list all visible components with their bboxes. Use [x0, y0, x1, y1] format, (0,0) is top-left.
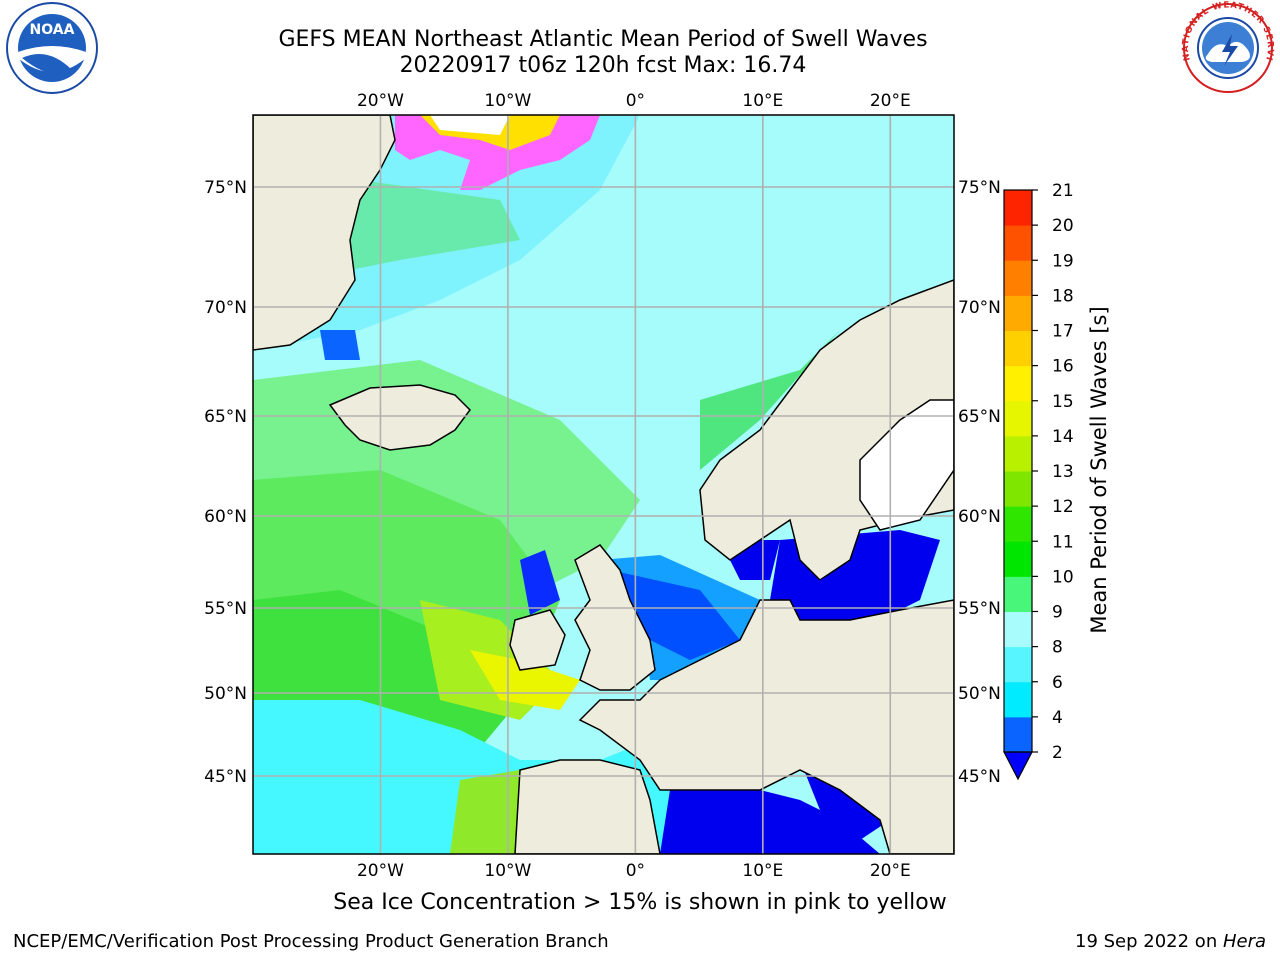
colorbar-segment — [1004, 471, 1032, 507]
colorbar-tick-label: 14 — [1052, 427, 1074, 447]
colorbar-tick-label: 10 — [1052, 567, 1074, 587]
colorbar-segment — [1004, 400, 1032, 437]
noaa-logo-icon: NOAA — [6, 2, 98, 94]
colorbar-tick-label: 11 — [1052, 532, 1074, 552]
lat-label-left: 70°N — [204, 298, 247, 318]
colorbar-segment — [1004, 435, 1032, 472]
footer-credit: NCEP/EMC/Verification Post Processing Pr… — [13, 931, 609, 952]
colorbar-segment — [1004, 295, 1032, 331]
colorbar-segment — [1004, 716, 1032, 753]
colorbar-tick-label: 9 — [1052, 603, 1063, 623]
lat-label-right: 50°N — [958, 684, 1001, 704]
lat-label-right: 45°N — [958, 767, 1001, 787]
nws-logo-icon: NATIONAL WEATHER SERVICE — [1181, 0, 1274, 94]
lon-label-bottom: 0° — [626, 861, 645, 881]
map-frame — [252, 114, 955, 855]
colorbar-tick-label: 20 — [1052, 216, 1074, 236]
graticule — [253, 115, 954, 854]
colorbar-segment — [1004, 330, 1032, 367]
colorbar-segment — [1004, 611, 1032, 648]
colorbar-segment — [1004, 576, 1032, 612]
lat-label-right: 60°N — [958, 507, 1001, 527]
map-subtitle: 20220917 t06z 120h fcst Max: 16.74 — [399, 53, 807, 78]
colorbar-label: Mean Period of Swell Waves [s] — [1087, 306, 1111, 633]
lon-label-top: 20°E — [870, 91, 911, 111]
colorbar: 2 4 6 8 9 10 11 12 13 14 15 16 17 18 19 20 21 — [1003, 181, 1074, 781]
colorbar-segment — [1004, 190, 1032, 226]
colorbar-segment — [1004, 365, 1032, 402]
lat-label-left: 50°N — [204, 684, 247, 704]
lon-label-top: 20°W — [357, 91, 404, 111]
swell-period-field — [253, 115, 954, 854]
lat-label-left: 65°N — [204, 407, 247, 427]
footer-date-text: 19 Sep 2022 on — [1075, 931, 1223, 952]
colorbar-tick-label: 8 — [1052, 638, 1063, 658]
colorbar-segment — [1004, 541, 1032, 577]
colorbar-tick-label: 21 — [1052, 181, 1074, 201]
colorbar-tick-label: 6 — [1052, 673, 1063, 693]
footer-date: 19 Sep 2022 on Hera — [1075, 931, 1266, 952]
lat-label-right: 70°N — [958, 298, 1001, 318]
colorbar-tick-label: 19 — [1052, 251, 1074, 271]
lon-label-bottom: 20°E — [870, 861, 911, 881]
lon-label-bottom: 10°E — [742, 861, 783, 881]
lat-label-left: 75°N — [204, 178, 247, 198]
lon-label-bottom: 20°W — [357, 861, 404, 881]
colorbar-tick-label: 15 — [1052, 392, 1074, 412]
lat-label-right: 75°N — [958, 178, 1001, 198]
colorbar-tick-label: 17 — [1052, 322, 1074, 342]
lon-label-bottom: 10°W — [484, 861, 531, 881]
colorbar-segment — [1004, 681, 1032, 718]
colorbar-tick-label: 18 — [1052, 286, 1074, 306]
footer-host: Hera — [1222, 931, 1266, 952]
colorbar-segment — [1004, 506, 1032, 542]
colorbar-segment — [1004, 225, 1032, 261]
lat-label-right: 55°N — [958, 599, 1001, 619]
colorbar-tick-label: 4 — [1052, 708, 1063, 728]
lat-label-left: 45°N — [204, 767, 247, 787]
colorbar-tick-label: 2 — [1052, 743, 1063, 763]
colorbar-tick-label: 13 — [1052, 462, 1074, 482]
lat-label-left: 60°N — [204, 507, 247, 527]
lon-label-top: 10°W — [484, 91, 531, 111]
colorbar-tick-label: 16 — [1052, 357, 1074, 377]
noaa-logo-text: NOAA — [30, 22, 75, 38]
map-title: GEFS MEAN Northeast Atlantic Mean Period… — [278, 27, 928, 52]
colorbar-tick-label: 12 — [1052, 497, 1074, 517]
sea-ice-caption: Sea Ice Concentration > 15% is shown in … — [333, 890, 947, 915]
colorbar-segment — [1004, 646, 1032, 683]
lat-label-left: 55°N — [204, 599, 247, 619]
colorbar-extend-min — [1003, 751, 1033, 781]
colorbar-segment — [1004, 260, 1032, 296]
lon-label-top: 10°E — [742, 91, 783, 111]
lon-label-top: 0° — [626, 91, 645, 111]
lat-label-right: 65°N — [958, 407, 1001, 427]
